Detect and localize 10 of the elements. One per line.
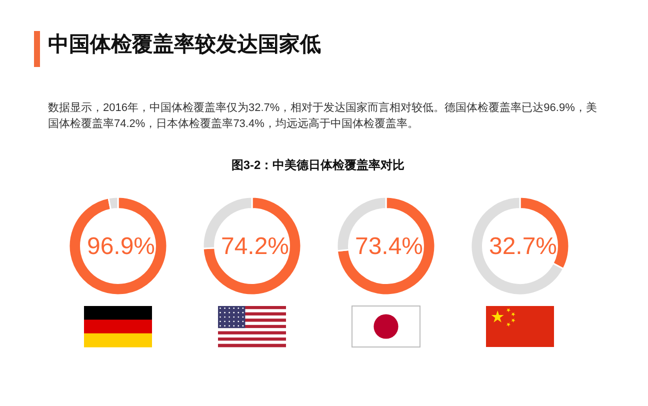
donut-slice xyxy=(68,196,168,296)
donut-slice xyxy=(202,196,302,296)
data-label: 73.4% xyxy=(354,233,424,260)
text: 数据显示，2016年，中国体检覆盖率仅为32.7%，相对于发达国家而言相对较低。德国体检覆盖率已达96.9%，美国体检覆盖率74.2%，日本体检覆盖率73.4%，均远远高于中国体检覆盖率。 xyxy=(48,100,598,132)
data-label: 96.9% xyxy=(86,233,156,260)
donut-slice xyxy=(336,196,436,296)
text: 中国体检覆盖率较发达国家低 xyxy=(48,32,321,58)
data-label: 32.7% xyxy=(488,233,558,260)
data-label: 74.2% xyxy=(220,233,290,260)
caption: 图3-2：中美德日体检覆盖率对比 xyxy=(230,157,406,173)
